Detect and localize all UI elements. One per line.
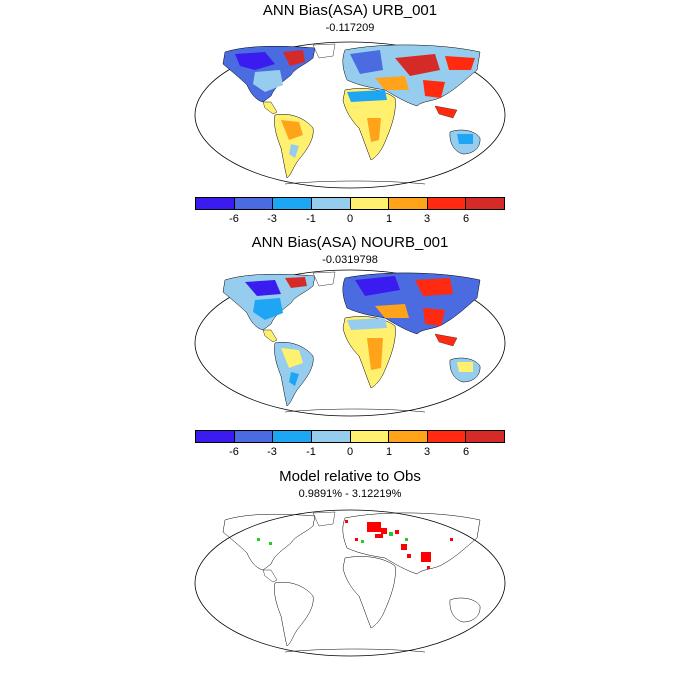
colorbar-segment xyxy=(389,431,428,442)
eurasia xyxy=(342,512,481,575)
higher-markers xyxy=(345,520,453,569)
panel-1-title: ANN Bias(ASA) URB_001 xyxy=(262,2,438,19)
colorbar-segment xyxy=(427,198,467,209)
colorbar-segment xyxy=(273,198,312,209)
colorbar-1-label: 6 xyxy=(462,213,470,225)
map-urb-001 xyxy=(194,41,506,189)
colorbar-segment xyxy=(234,431,274,442)
panel-1-subtitle: -0.117209 xyxy=(325,22,375,34)
map-model-relative-to-obs xyxy=(194,509,506,657)
colorbar-segment xyxy=(234,198,274,209)
colorbar-segment xyxy=(196,198,235,209)
colorbar-1-label: -6 xyxy=(229,213,239,225)
central-america xyxy=(262,569,278,583)
colorbar-1-label: 3 xyxy=(423,213,431,225)
south-america xyxy=(274,582,314,647)
greenland xyxy=(312,271,336,287)
colorbar-segment xyxy=(311,198,351,209)
colorbar-segment xyxy=(350,198,390,209)
panel-2-subtitle: -0.0319798 xyxy=(322,254,378,266)
colorbar-2 xyxy=(195,430,505,443)
central-america xyxy=(262,329,278,343)
colorbar-segment xyxy=(273,431,312,442)
greenland xyxy=(312,43,336,59)
lower-markers xyxy=(257,532,408,545)
colorbar-segment xyxy=(196,431,235,442)
panel-2-title: ANN Bias(ASA) NOURB_001 xyxy=(251,234,449,251)
panel-3-subtitle: 0.9891% - 3.12219% xyxy=(298,488,402,500)
africa xyxy=(342,556,396,629)
colorbar-1-label: 0 xyxy=(346,213,354,225)
colorbar-segment xyxy=(466,431,504,442)
panel-3-title: Model relative to Obs xyxy=(279,468,421,485)
colorbar-segment xyxy=(427,431,467,442)
colorbar-segment xyxy=(389,198,428,209)
colorbar-2-label: 6 xyxy=(462,446,470,458)
colorbar-segment xyxy=(466,198,504,209)
colorbar-2-label: -3 xyxy=(267,446,277,458)
north-america xyxy=(222,513,316,571)
map-outline xyxy=(194,509,506,657)
colorbar-1-label: -1 xyxy=(306,213,316,225)
colorbar-2-label: -6 xyxy=(229,446,239,458)
colorbar-1-label: 1 xyxy=(385,213,393,225)
colorbar-1 xyxy=(195,197,505,210)
colorbar-2-label: 1 xyxy=(385,446,393,458)
colorbar-2-label: 0 xyxy=(346,446,354,458)
colorbar-segment xyxy=(311,431,351,442)
colorbar-1-label: -3 xyxy=(267,213,277,225)
central-america xyxy=(262,101,278,115)
map-nourb-001 xyxy=(194,269,506,417)
australia xyxy=(449,597,481,623)
colorbar-2-label: -1 xyxy=(306,446,316,458)
colorbar-2-label: 3 xyxy=(423,446,431,458)
colorbar-segment xyxy=(350,431,390,442)
greenland xyxy=(312,511,336,527)
